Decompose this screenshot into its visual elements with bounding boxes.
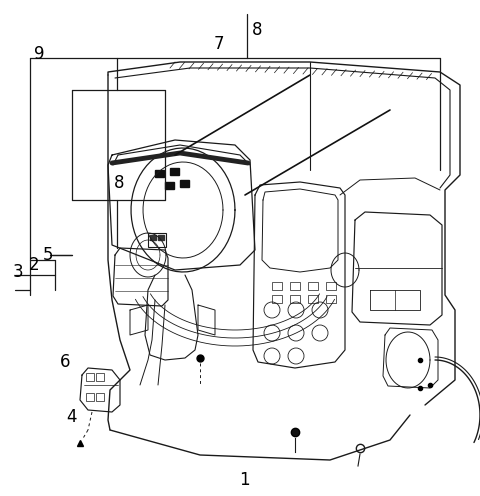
- Bar: [180, 180, 189, 187]
- Bar: [326, 295, 336, 303]
- Bar: [272, 295, 282, 303]
- Bar: [308, 282, 318, 290]
- Text: 7: 7: [213, 35, 224, 53]
- Bar: [158, 235, 164, 240]
- Text: 3: 3: [13, 263, 24, 281]
- Bar: [170, 168, 179, 175]
- Bar: [290, 295, 300, 303]
- Text: 9: 9: [34, 45, 45, 62]
- Bar: [96, 393, 104, 401]
- Bar: [86, 393, 94, 401]
- Bar: [272, 282, 282, 290]
- Text: 2: 2: [29, 256, 40, 274]
- Text: 4: 4: [66, 408, 76, 426]
- Bar: [150, 235, 156, 240]
- Text: 1: 1: [240, 471, 250, 489]
- Bar: [290, 282, 300, 290]
- Bar: [165, 182, 174, 189]
- Text: 5: 5: [43, 247, 53, 264]
- Text: 8: 8: [252, 21, 262, 39]
- Text: 8: 8: [114, 174, 124, 191]
- Bar: [86, 373, 94, 381]
- Bar: [148, 233, 166, 247]
- Bar: [155, 170, 164, 177]
- Bar: [326, 282, 336, 290]
- Bar: [96, 373, 104, 381]
- Text: 6: 6: [60, 353, 71, 371]
- Bar: [308, 295, 318, 303]
